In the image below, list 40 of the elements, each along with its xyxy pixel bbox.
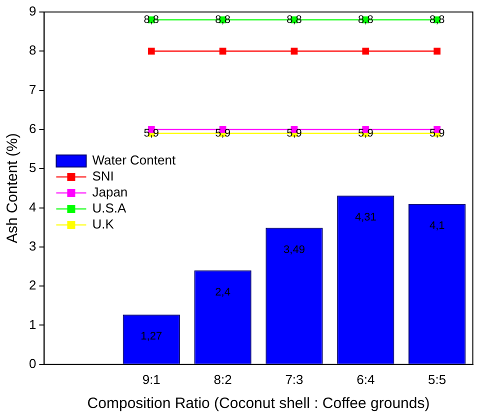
legend-label: U.K <box>92 216 114 232</box>
data-label: 4,31 <box>354 212 376 224</box>
y-tick-label: 2 <box>28 278 36 293</box>
point <box>290 48 298 55</box>
y-tick-label: 0 <box>28 356 36 371</box>
x-tick-label: 8:2 <box>214 372 232 387</box>
data-label: 8,8 <box>215 14 230 26</box>
y-tick-label: 8 <box>28 42 36 58</box>
x-tick-label: 6:4 <box>356 372 375 387</box>
data-label: 5,9 <box>358 127 374 140</box>
y-tick-label: 7 <box>28 82 36 97</box>
data-label: 5,9 <box>215 127 230 140</box>
legend-label: U.S.A <box>92 200 127 216</box>
point <box>434 48 441 55</box>
point <box>219 48 226 55</box>
x-tick-label: 7:3 <box>285 372 304 387</box>
point <box>362 48 370 55</box>
legend-label: Japan <box>92 184 128 200</box>
data-label: 1,27 <box>140 330 162 343</box>
data-label: 5,9 <box>429 127 445 140</box>
legend-label: Water Content <box>92 152 176 168</box>
data-label: 8,8 <box>286 14 302 26</box>
y-axis-title: Ash Content (%) <box>4 133 22 244</box>
data-label: 3,49 <box>284 244 305 256</box>
y-tick-label: 9 <box>28 4 36 19</box>
point <box>148 48 155 55</box>
data-label: 8,8 <box>358 14 374 26</box>
data-label: 5,9 <box>286 127 302 140</box>
y-tick-label: 5 <box>28 160 36 176</box>
y-tick-label: 1 <box>28 316 36 332</box>
data-label: 4,1 <box>429 220 445 232</box>
x-tick-label: 5:5 <box>428 372 446 387</box>
x-axis-title: Composition Ratio (Coconut shell : Coffee grounds) <box>87 395 430 412</box>
y-tick-label: 4 <box>28 199 36 214</box>
data-label: 2,4 <box>215 286 230 298</box>
data-label: 5,9 <box>144 127 160 140</box>
x-tick-label: 9:1 <box>142 372 160 387</box>
y-tick-label: 3 <box>28 238 36 254</box>
legend-label: SNI <box>92 168 114 184</box>
y-tick-label: 6 <box>28 121 36 136</box>
